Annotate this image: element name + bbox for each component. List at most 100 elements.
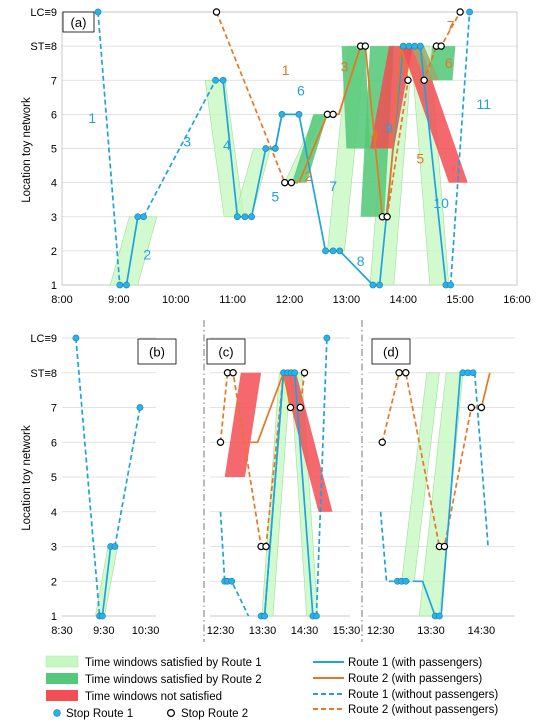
stop-route1-marker — [466, 8, 474, 16]
x-tick-label: 14:00 — [389, 294, 417, 306]
y-tick-label: LC≡9 — [30, 333, 57, 345]
stop-route2-marker — [477, 403, 486, 412]
route-segment-annotation: 2 — [305, 168, 313, 184]
x-tick-label: 15:00 — [446, 294, 474, 306]
stop-route1-marker — [447, 281, 455, 289]
stop-route2-marker — [329, 110, 337, 119]
chart-panel-c: 12:30 13:30 14:30 15:30 (c) — [206, 334, 361, 637]
stop-route1-marker — [336, 247, 344, 255]
legend-label-stop-route1: Stop Route 1 — [66, 708, 133, 720]
legend-swatch-not-satisfied — [46, 690, 78, 701]
stop-route2-marker — [300, 369, 309, 377]
route-segment-annotation: 6 — [297, 82, 305, 98]
legend-label-route1-loaded: Route 1 (with passengers) — [348, 657, 482, 669]
stop-route2-marker — [395, 369, 403, 377]
panel-label-box — [62, 11, 95, 33]
route1-empty-line — [473, 372, 489, 547]
stop-route1-marker — [72, 334, 80, 342]
stop-route1-marker — [405, 42, 413, 50]
x-tick-label: 16:00 — [503, 294, 531, 306]
panel-label: (d) — [383, 345, 399, 360]
x-tick-label: 12:30 — [367, 625, 395, 637]
route1-empty-line — [142, 79, 217, 218]
x-tick-label: 14:30 — [468, 625, 496, 637]
y-tick-label: 2 — [51, 246, 57, 258]
stop-route1-marker — [116, 281, 124, 289]
stop-route1-marker — [123, 281, 130, 289]
x-tick-label: 14:30 — [291, 625, 319, 637]
stop-route2-marker — [420, 76, 428, 84]
route-segment-annotation: 1 — [282, 62, 290, 78]
stop-route1-marker — [469, 369, 477, 377]
y-tick-label: ST≡8 — [30, 368, 57, 380]
stop-route1-marker — [411, 42, 419, 50]
stop-route2-marker — [229, 369, 237, 377]
x-tick-label: 15:30 — [333, 625, 361, 637]
y-tick-label: 6 — [51, 437, 57, 449]
route-segment-annotation: 7 — [447, 18, 455, 34]
y-tick-label: 5 — [51, 472, 57, 484]
x-tick-label: 10:30 — [132, 625, 160, 637]
y-tick-label: 7 — [51, 403, 57, 415]
route-segment-annotation: 8 — [357, 253, 365, 269]
stop-route1-marker — [241, 213, 249, 221]
chart-panel-d: 12:30 13:30 14:30 (d) — [367, 337, 515, 637]
y-axis-title: Location toy network — [21, 425, 33, 531]
x-tick-label: 8:00 — [51, 294, 72, 306]
stop-route2-marker — [361, 42, 370, 50]
stop-route1-marker — [140, 213, 147, 221]
route2-loaded-line — [471, 372, 491, 409]
stop-route1-marker — [271, 145, 279, 152]
stop-route1-marker — [295, 110, 303, 118]
stop-route1-marker — [233, 213, 241, 221]
stop-route2-marker — [212, 8, 221, 16]
x-tick-label: 12:00 — [276, 294, 304, 306]
time-window-route2 — [429, 46, 456, 81]
x-tick-label: 11:00 — [219, 294, 246, 306]
time-window-route2-faint — [410, 46, 440, 81]
x-tick-label: 13:30 — [249, 625, 277, 637]
legend-swatch-route1-window — [45, 655, 79, 668]
stop-route1-marker — [219, 76, 227, 84]
route1-empty-line — [449, 11, 471, 286]
stop-route1-marker — [322, 247, 329, 255]
plot-frame — [61, 11, 518, 286]
stop-route1-marker — [94, 8, 102, 16]
panel-label: (b) — [149, 345, 165, 360]
panel-label-box — [206, 338, 246, 365]
time-window-not-satisfied — [370, 46, 413, 149]
route-segment-annotation: 4 — [371, 127, 379, 143]
x-tick-label: 8:30 — [51, 625, 72, 637]
stop-route2-marker — [383, 213, 391, 221]
stop-route2-marker — [402, 369, 410, 377]
legend-label-route1-window: Time windows satisfied by Route 1 — [85, 657, 262, 669]
stop-route1-marker — [416, 42, 424, 50]
y-tick-label: 5 — [51, 144, 57, 156]
stop-route1-marker — [329, 247, 337, 255]
route-segment-annotation: 11 — [477, 96, 492, 112]
stop-route1-marker — [136, 404, 144, 411]
x-tick-label: 9:30 — [93, 625, 114, 637]
stop-route2-marker — [467, 403, 476, 412]
x-tick-label: 13:00 — [333, 294, 361, 306]
legend-label-not-satisfied: Time windows not satisfied — [85, 691, 222, 703]
stop-route2-marker — [440, 542, 449, 551]
stop-route2-marker — [287, 178, 296, 187]
y-tick-label: 1 — [51, 280, 57, 292]
stop-route1-marker — [248, 213, 255, 221]
stop-route2-marker — [296, 403, 304, 412]
route-segment-annotation: 10 — [433, 195, 449, 211]
route1-empty-line — [219, 511, 250, 617]
x-tick-label: 12:30 — [207, 625, 235, 637]
legend: Time windows satisfied by Route 1 Time w… — [45, 655, 498, 720]
stop-route1-marker — [98, 612, 106, 620]
route-segment-annotation: 6 — [445, 55, 453, 71]
legend-label-route2-empty: Route 2 (without passengers) — [348, 704, 498, 716]
y-tick-label: 7 — [51, 75, 57, 87]
route-segment-annotation: 1 — [88, 110, 96, 126]
stop-route1-marker — [376, 281, 383, 289]
stop-route2-marker — [437, 42, 445, 50]
time-window-not-satisfied — [224, 372, 262, 477]
